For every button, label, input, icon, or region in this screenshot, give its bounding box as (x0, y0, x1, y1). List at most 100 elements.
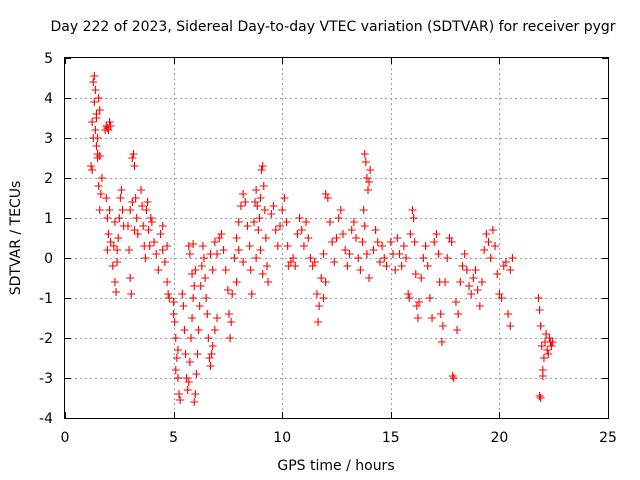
y-tick-label: 0 (44, 251, 53, 267)
data-point (127, 290, 136, 298)
data-point (133, 230, 142, 238)
data-point (194, 326, 203, 334)
data-point (92, 142, 101, 150)
data-point (88, 118, 97, 126)
data-point (276, 222, 285, 230)
data-point (143, 198, 152, 206)
y-tick-label: -1 (39, 291, 53, 307)
data-point (482, 230, 491, 238)
data-point (147, 218, 156, 226)
data-point (128, 154, 137, 162)
data-point (454, 310, 463, 318)
data-point (259, 182, 268, 190)
data-point (256, 194, 265, 202)
data-point (189, 240, 198, 248)
data-point (365, 274, 374, 282)
data-point (260, 206, 269, 214)
data-point (354, 254, 363, 262)
data-point (116, 194, 125, 202)
data-point (236, 202, 245, 210)
data-point (257, 166, 266, 174)
data-point (106, 122, 115, 130)
data-point (328, 238, 337, 246)
data-point (165, 294, 174, 302)
data-point (362, 250, 371, 258)
data-point (192, 370, 201, 378)
data-point (535, 392, 544, 400)
data-point (106, 238, 115, 246)
data-point (471, 266, 480, 274)
data-point (156, 230, 165, 238)
data-point (150, 238, 159, 246)
data-point (449, 374, 458, 382)
data-point (273, 242, 282, 250)
data-point (258, 270, 267, 278)
data-point (104, 230, 113, 238)
data-point (262, 262, 271, 270)
data-point (312, 290, 321, 298)
data-point (191, 390, 200, 398)
data-point (249, 218, 258, 226)
data-point (371, 226, 380, 234)
y-tick-label: 5 (44, 51, 53, 67)
data-point (243, 222, 252, 230)
data-point (203, 310, 212, 318)
data-point (484, 238, 493, 246)
data-point (375, 258, 384, 266)
data-point (501, 258, 510, 266)
data-point (321, 190, 330, 198)
data-point (163, 242, 172, 250)
data-point (95, 206, 104, 214)
data-point (378, 242, 387, 250)
data-point (409, 214, 418, 222)
data-point (226, 334, 235, 342)
data-point (508, 254, 517, 262)
data-point (141, 254, 150, 262)
data-point (339, 230, 348, 238)
data-point (321, 278, 330, 286)
data-point (332, 234, 341, 242)
data-point (264, 278, 273, 286)
y-tick-label: -4 (39, 411, 53, 427)
data-point (178, 290, 187, 298)
data-points (87, 72, 557, 406)
data-point (227, 318, 236, 326)
data-point (145, 242, 154, 250)
data-point (289, 254, 298, 262)
data-point (213, 314, 222, 322)
data-point (142, 206, 151, 214)
data-point (207, 350, 216, 358)
data-point (204, 334, 213, 342)
data-point (196, 282, 205, 290)
data-point (93, 154, 102, 162)
data-point (460, 250, 469, 258)
data-point (228, 290, 237, 298)
data-point (361, 158, 370, 166)
data-point (94, 182, 103, 190)
data-point (188, 314, 197, 322)
data-point (491, 242, 500, 250)
data-point (210, 238, 219, 246)
data-point (103, 246, 112, 254)
data-point (152, 250, 161, 258)
data-point (325, 218, 334, 226)
data-point (92, 114, 101, 122)
y-tick-label: 3 (44, 131, 53, 147)
data-point (179, 302, 188, 310)
data-point (154, 266, 163, 274)
data-point (130, 162, 139, 170)
data-point (369, 246, 378, 254)
data-point (109, 242, 118, 250)
data-point (160, 258, 169, 266)
data-point (95, 152, 104, 160)
data-point (315, 302, 324, 310)
data-point (365, 178, 374, 186)
data-point (125, 246, 134, 254)
data-point (345, 250, 354, 258)
data-point (90, 72, 99, 80)
data-point (146, 214, 155, 222)
data-point (91, 126, 100, 134)
data-point (464, 282, 473, 290)
data-point (310, 258, 319, 266)
data-point (184, 242, 193, 250)
